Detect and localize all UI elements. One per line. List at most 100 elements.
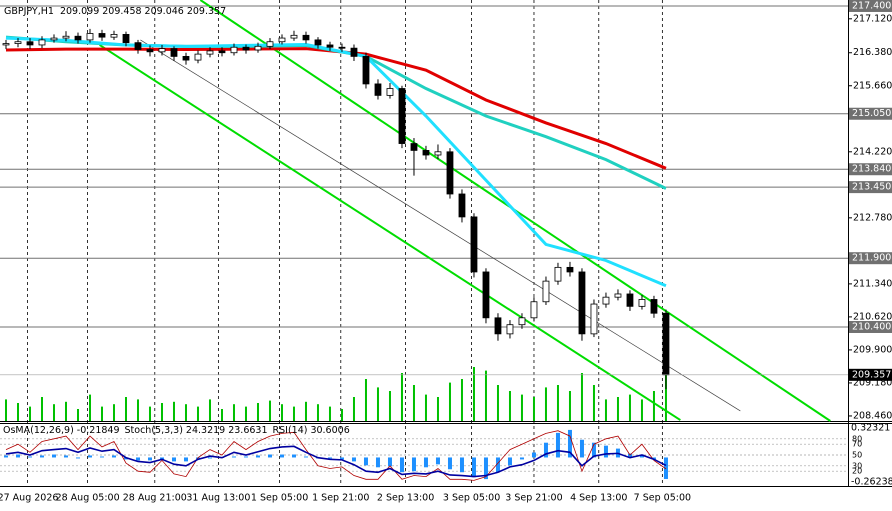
candle-body — [158, 48, 166, 53]
level-box — [849, 0, 892, 12]
osma-bar — [663, 457, 668, 479]
osma-bar — [483, 457, 488, 480]
ohlc-value: 209.357 — [187, 6, 226, 17]
candle-body — [14, 41, 22, 44]
volume-bar — [544, 387, 547, 421]
osma-bar — [327, 457, 332, 459]
osma-bar — [51, 454, 56, 458]
symbol: GBPJPY,H1 — [4, 6, 54, 17]
candle-body — [470, 216, 478, 273]
osma-bar — [255, 455, 260, 458]
osma-bar — [579, 439, 584, 458]
osma-bar — [99, 456, 104, 458]
volume-bar — [424, 394, 427, 421]
y-tick-label: 211.340 — [853, 278, 892, 289]
candle-body — [122, 33, 130, 44]
x-tick-label: 27 Aug 2026 — [0, 493, 58, 504]
osma-bar — [519, 457, 524, 460]
osc-level-label: 70 — [852, 440, 862, 449]
candle-body — [254, 45, 262, 51]
candle-body — [278, 37, 286, 43]
volume-bar — [304, 401, 307, 421]
candle-body — [434, 151, 442, 156]
candle-body — [350, 47, 358, 57]
candle-body — [26, 41, 34, 46]
level-label: 215.050 — [852, 108, 891, 119]
volume-bar — [664, 367, 667, 421]
osma-bar — [399, 457, 404, 473]
volume-bar — [376, 387, 379, 421]
volume-bar — [316, 404, 319, 421]
volume-bar — [328, 406, 331, 421]
candle-body — [230, 46, 238, 54]
osma-bar — [183, 457, 188, 462]
osma-bar — [375, 457, 380, 468]
volume-bar — [364, 379, 367, 421]
candle-body — [446, 151, 454, 195]
volume-bar — [556, 385, 559, 421]
level-box — [849, 252, 892, 265]
osma-bar — [171, 457, 176, 462]
candle-body — [578, 271, 586, 335]
indicator-name: Stoch(5,3,3) — [125, 425, 183, 436]
level-box — [849, 320, 892, 333]
osma-bar — [495, 457, 500, 473]
y-tick-label: 208.460 — [853, 410, 892, 421]
osma-bar — [567, 429, 572, 458]
osma-bar — [267, 454, 272, 458]
candle-body — [206, 50, 214, 55]
osma-bar — [531, 452, 536, 458]
volume-bar — [532, 397, 535, 421]
candles — [2, 28, 670, 390]
indicator-value: 23.6631 — [228, 425, 267, 436]
candle-body — [650, 299, 658, 314]
trend-line — [140, 39, 741, 412]
y-tick-label: 212.780 — [853, 212, 892, 223]
level-box — [849, 107, 892, 120]
candle-body — [602, 296, 610, 305]
osma-bar — [591, 442, 596, 458]
candle-body — [86, 33, 94, 41]
candle-body — [170, 48, 178, 57]
indicator-value: 24.3219 — [186, 425, 225, 436]
volume-bar — [616, 397, 619, 421]
x-tick-label: 7 Sep 05:00 — [634, 493, 691, 504]
osma-bar — [363, 457, 368, 466]
candle-body — [326, 44, 334, 48]
candle-body — [614, 293, 622, 298]
osma-bar — [651, 457, 656, 460]
candle-body — [422, 150, 430, 156]
candle-body — [50, 37, 58, 41]
volume-bar — [256, 403, 259, 421]
osc-level-label: 50 — [852, 451, 862, 460]
x-tick-label: 28 Aug 21:00 — [123, 493, 187, 504]
moving-average — [5, 36, 667, 288]
candle-body — [110, 33, 118, 38]
volume-bar — [28, 406, 31, 421]
volume-bar — [208, 399, 211, 421]
volume-bar — [40, 397, 43, 421]
y-tick-label: 209.900 — [853, 344, 892, 355]
candle-body — [530, 301, 538, 319]
candle-body — [74, 35, 82, 41]
volume-bar — [124, 397, 127, 421]
volume-bar — [292, 406, 295, 421]
osma-bar — [111, 455, 116, 458]
osma-bar — [447, 457, 452, 470]
osma-bar — [423, 457, 428, 468]
level-label: 213.450 — [852, 182, 891, 193]
osma-bar — [27, 456, 32, 458]
volume-bar — [568, 391, 571, 421]
volume — [4, 367, 667, 421]
headers: GBPJPY,H1 209.099 209.458 209.046 209.357 OsM… — [3, 6, 350, 436]
volume-bar — [388, 391, 391, 421]
osc-tick-label: 0.32321 — [851, 423, 890, 434]
candle-body — [662, 312, 670, 376]
volume-bar — [220, 409, 223, 421]
osma-bar — [639, 454, 644, 458]
osma-bar — [243, 456, 248, 458]
candle-body — [482, 271, 490, 319]
candle-body — [506, 324, 514, 335]
